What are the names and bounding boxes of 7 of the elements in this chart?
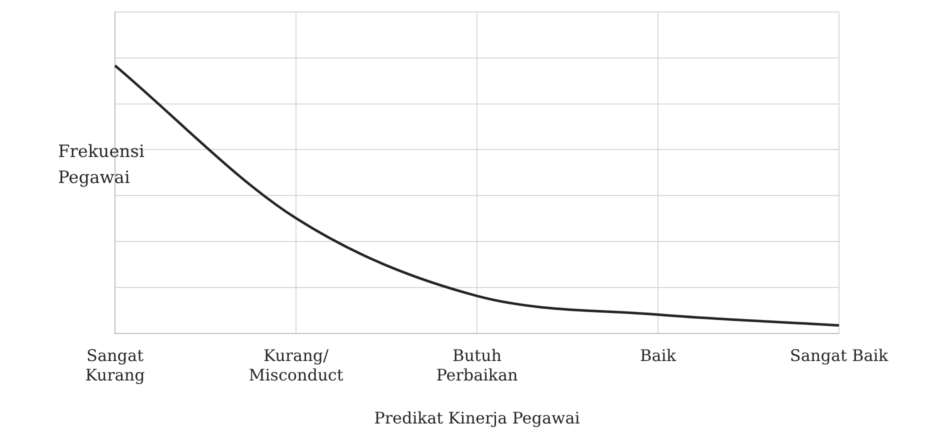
- x-tick-label: Baik: [640, 346, 676, 366]
- x-tick-label: Kurang/ Misconduct: [248, 346, 344, 384]
- x-axis-title: Predikat Kinerja Pegawai: [374, 408, 580, 428]
- x-tick-label: Butuh Perbaikan: [436, 346, 518, 384]
- y-axis-title: Frekuensi Pegawai: [58, 141, 144, 190]
- x-tick-label: Sangat Baik: [790, 346, 888, 366]
- x-tick-label: Sangat Kurang: [85, 346, 145, 384]
